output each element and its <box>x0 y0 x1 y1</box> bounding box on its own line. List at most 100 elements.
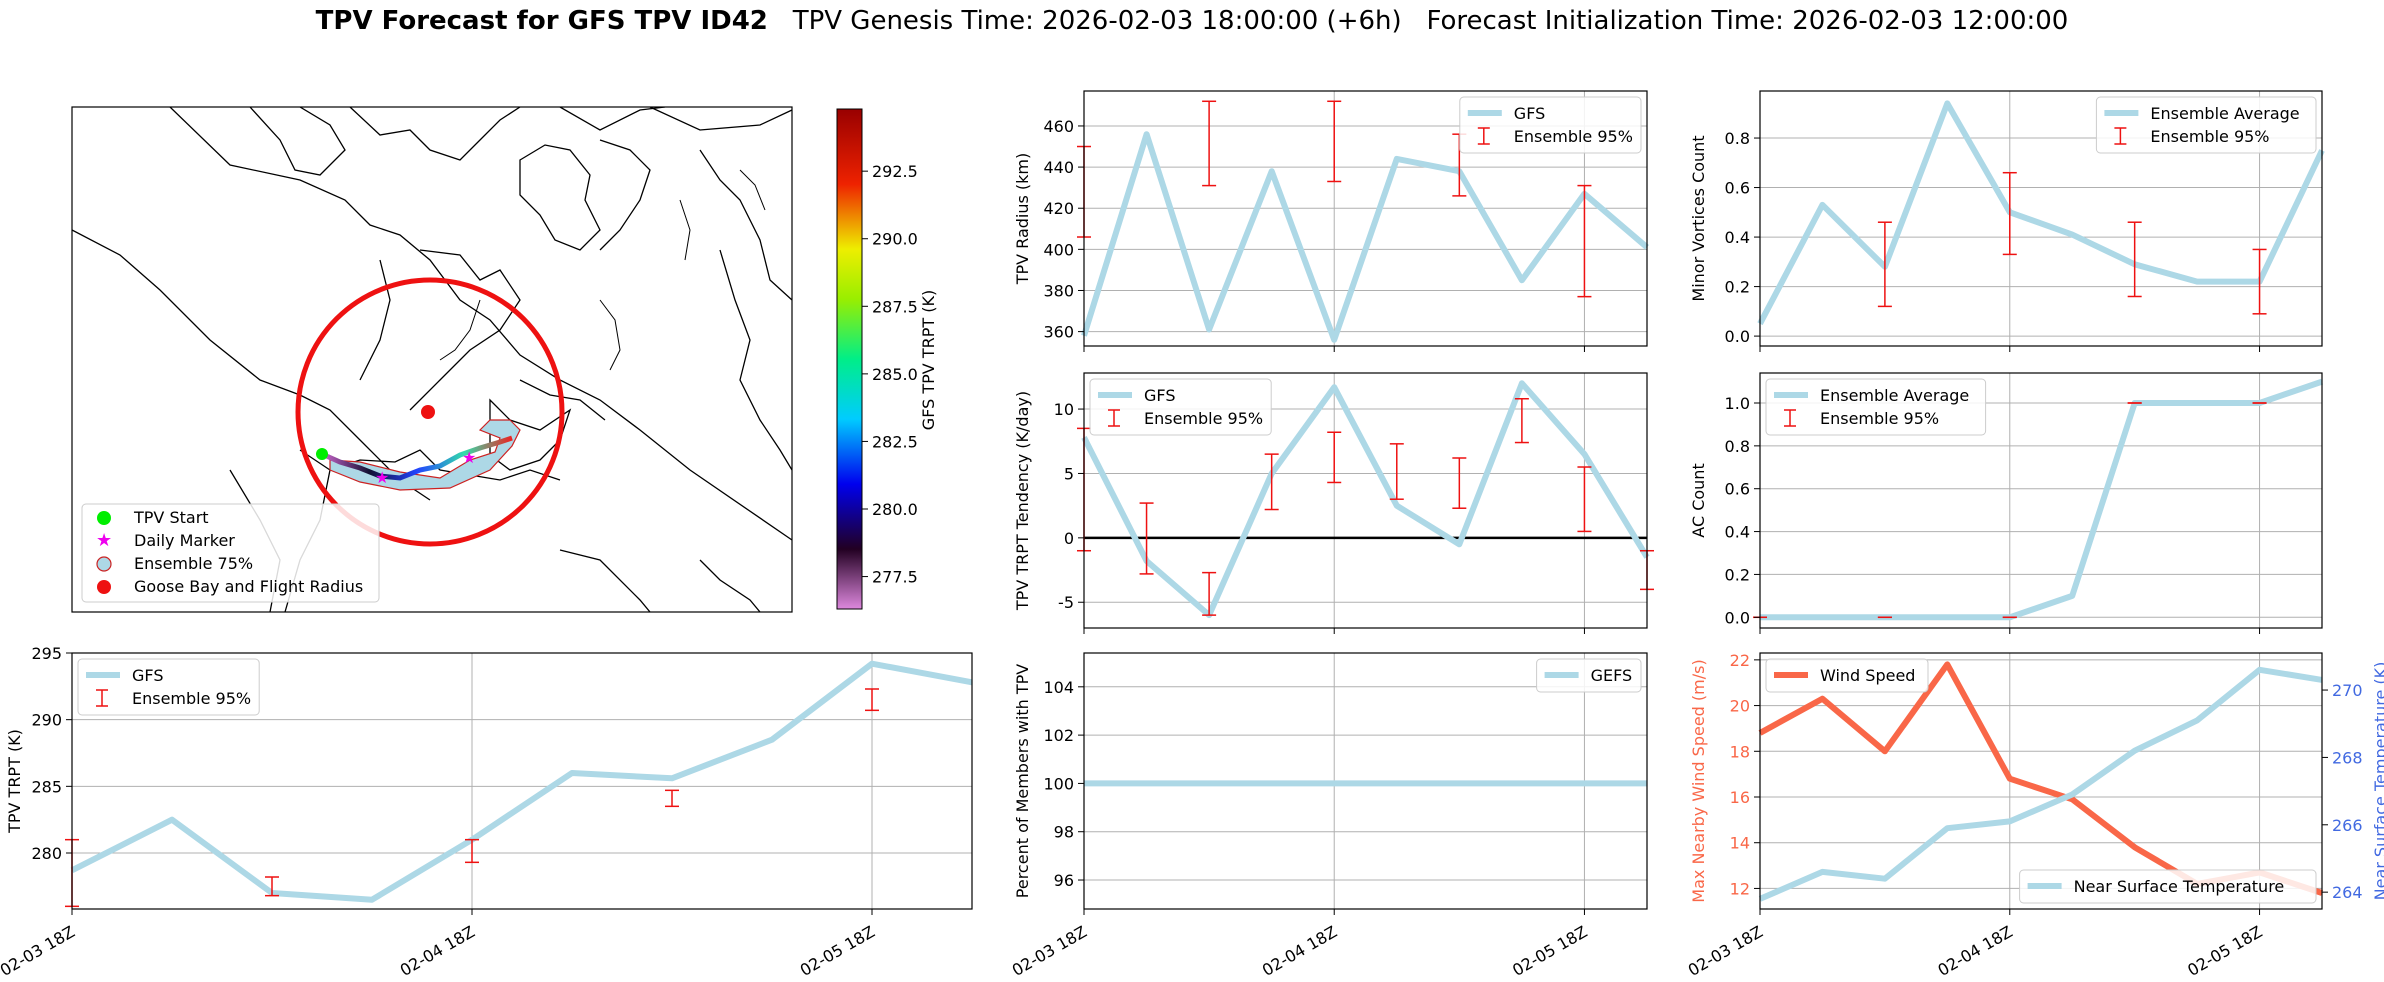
x-tick-label: 02-03 18Z <box>0 922 78 980</box>
y-tick-label: 380 <box>1043 281 1074 300</box>
y-tick-label: 0.2 <box>1725 565 1750 584</box>
legend-ensemble-icon <box>96 556 112 572</box>
y-axis-label: TPV Radius (km) <box>1013 153 1032 286</box>
legend-frame <box>1536 658 1642 693</box>
y2-axis-label: Near Surface Temperature (K) <box>2371 662 2384 901</box>
legend: GEFS <box>1536 658 1642 693</box>
legend-label: Ensemble 95% <box>2150 127 2269 146</box>
x-tick-label: 02-03 18Z <box>1009 922 1090 980</box>
legend-label: GFS <box>1514 104 1545 123</box>
tpv-start-marker <box>316 448 328 460</box>
legend: Ensemble Average Ensemble 95% <box>1765 378 1987 436</box>
colorbar-tick-label: 290.0 <box>872 230 918 249</box>
y-axis-label: TPV TRPT (K) <box>5 729 24 834</box>
y-tick-label: 0.8 <box>1725 129 1750 148</box>
legend-frame <box>1089 378 1272 436</box>
chart-minor: 0.0 0.2 0.4 0.6 0.8 Minor Vortices Count Ensem… <box>1689 90 2325 352</box>
series-line <box>1760 378 2323 621</box>
legend-frame <box>1765 378 1987 436</box>
axes-frame <box>1759 372 2323 629</box>
title-genesis: TPV Genesis Time: 2026-02-03 18:00:00 (+… <box>792 6 1402 36</box>
y-tick-label: 0.8 <box>1725 437 1750 456</box>
legend-ensemble: Ensemble 75% <box>134 554 253 573</box>
x-tick-label: 02-03 18Z <box>1685 922 1766 980</box>
axes-frame <box>1083 90 1648 347</box>
y-tick-label: 104 <box>1043 678 1074 697</box>
legend: Wind Speed <box>1765 658 1929 693</box>
legend: GFS Ensemble 95% <box>1459 96 1642 154</box>
series-line <box>1081 131 1649 343</box>
chart-trpt: 280 285 290 295 02-03 18Z 02-04 18Z 02-05 18Z T… <box>0 644 973 980</box>
colorbar-tick-label: 292.5 <box>872 162 918 181</box>
y2-tick-label: 268 <box>2332 748 2363 767</box>
legend-frame <box>77 658 260 716</box>
legend: Near Surface Temperature <box>2019 869 2317 904</box>
y-tick-label: 0 <box>1064 529 1074 548</box>
chart-percent: 96 98 100 102 104 02-03 18Z 02-04 18Z 02-05 18Z… <box>1009 652 1648 980</box>
y-tick-label: 0.0 <box>1725 608 1750 627</box>
legend-label: Ensemble 95% <box>132 689 251 708</box>
axes-frame <box>71 652 973 910</box>
y-tick-label: 12 <box>1730 879 1750 898</box>
series-line <box>70 660 973 903</box>
series-line <box>1758 666 2323 902</box>
y-tick-label: 96 <box>1054 871 1074 890</box>
legend-label: Near Surface Temperature <box>2074 877 2285 896</box>
legend-frame <box>2095 96 2317 154</box>
colorbar-label: GFS TPV TRPT (K) <box>919 290 938 430</box>
axes-frame <box>1083 372 1648 629</box>
y-tick-label: 0.6 <box>1725 480 1750 499</box>
y-tick-label: -5 <box>1058 593 1074 612</box>
legend-label: Ensemble 95% <box>1820 409 1939 428</box>
title-bold: TPV Forecast for GFS TPV ID42 <box>315 6 768 36</box>
y-tick-label: 102 <box>1043 726 1074 745</box>
y-tick-label: 1.0 <box>1725 394 1750 413</box>
colorbar-ticks: 277.5 280.0 282.5 285.0 287.5 290.0 292.5 <box>862 162 918 587</box>
axes-frame <box>1759 652 2323 910</box>
legend-frame <box>2019 869 2317 904</box>
legend-label: Ensemble 95% <box>1144 409 1263 428</box>
y-tick-label: 22 <box>1730 651 1750 670</box>
y-axis-label: Percent of Members with TPV <box>1013 664 1032 898</box>
y-tick-label: 285 <box>31 777 62 796</box>
legend-daily: Daily Marker <box>134 531 235 550</box>
y-tick-label: 0.4 <box>1725 523 1750 542</box>
colorbar <box>836 108 863 610</box>
title-init: Forecast Initialization Time: 2026-02-03… <box>1426 6 2069 36</box>
y-axis-label: TPV TRPT Tendency (K/day) <box>1013 391 1032 611</box>
y-tick-label: 290 <box>31 711 62 730</box>
y-tick-label: 0.4 <box>1725 228 1750 247</box>
legend-label: GEFS <box>1591 666 1633 685</box>
x-tick-label: 02-04 18Z <box>1259 922 1340 980</box>
colorbar-tick-label: 287.5 <box>872 297 918 316</box>
legend: GFS Ensemble 95% <box>1089 378 1272 436</box>
tpv-track <box>320 435 513 481</box>
series-line <box>1081 380 1650 619</box>
y-tick-label: 98 <box>1054 823 1074 842</box>
y2-tick-label: 264 <box>2332 883 2363 902</box>
y-tick-label: 420 <box>1043 199 1074 218</box>
chart-ac: 0.0 0.2 0.4 0.6 0.8 1.0 AC Count Ensemble Avera… <box>1689 372 2323 634</box>
y-tick-label: 460 <box>1043 117 1074 136</box>
legend-frame <box>1765 658 1929 693</box>
legend-start-icon <box>97 511 111 525</box>
goose-bay-marker <box>421 405 435 419</box>
y-tick-label: 400 <box>1043 240 1074 259</box>
y-tick-label: 18 <box>1730 742 1750 761</box>
y-tick-label: 5 <box>1064 464 1074 483</box>
legend-label: GFS <box>132 666 163 685</box>
x-tick-label: 02-05 18Z <box>1509 922 1590 980</box>
y-tick-label: 10 <box>1054 400 1074 419</box>
legend-label: Ensemble 95% <box>1514 127 1633 146</box>
x-tick-label: 02-04 18Z <box>397 922 478 980</box>
y-tick-label: 0.6 <box>1725 179 1750 198</box>
legend: Ensemble Average Ensemble 95% <box>2095 96 2317 154</box>
chart-tendency: -5 0 5 10 TPV TRPT Tendency (K/day) GFS Ensemb… <box>1013 372 1654 634</box>
y-tick-label: 440 <box>1043 158 1074 177</box>
chart-wind_temp: 12 14 16 18 20 22 264 266 268 270 Near Surface Tem… <box>1685 651 2384 980</box>
legend: GFS Ensemble 95% <box>77 658 260 716</box>
daily-marker-2: ★ <box>462 448 476 467</box>
x-tick-label: 02-05 18Z <box>797 922 878 980</box>
legend-label: Ensemble Average <box>1820 386 1969 405</box>
